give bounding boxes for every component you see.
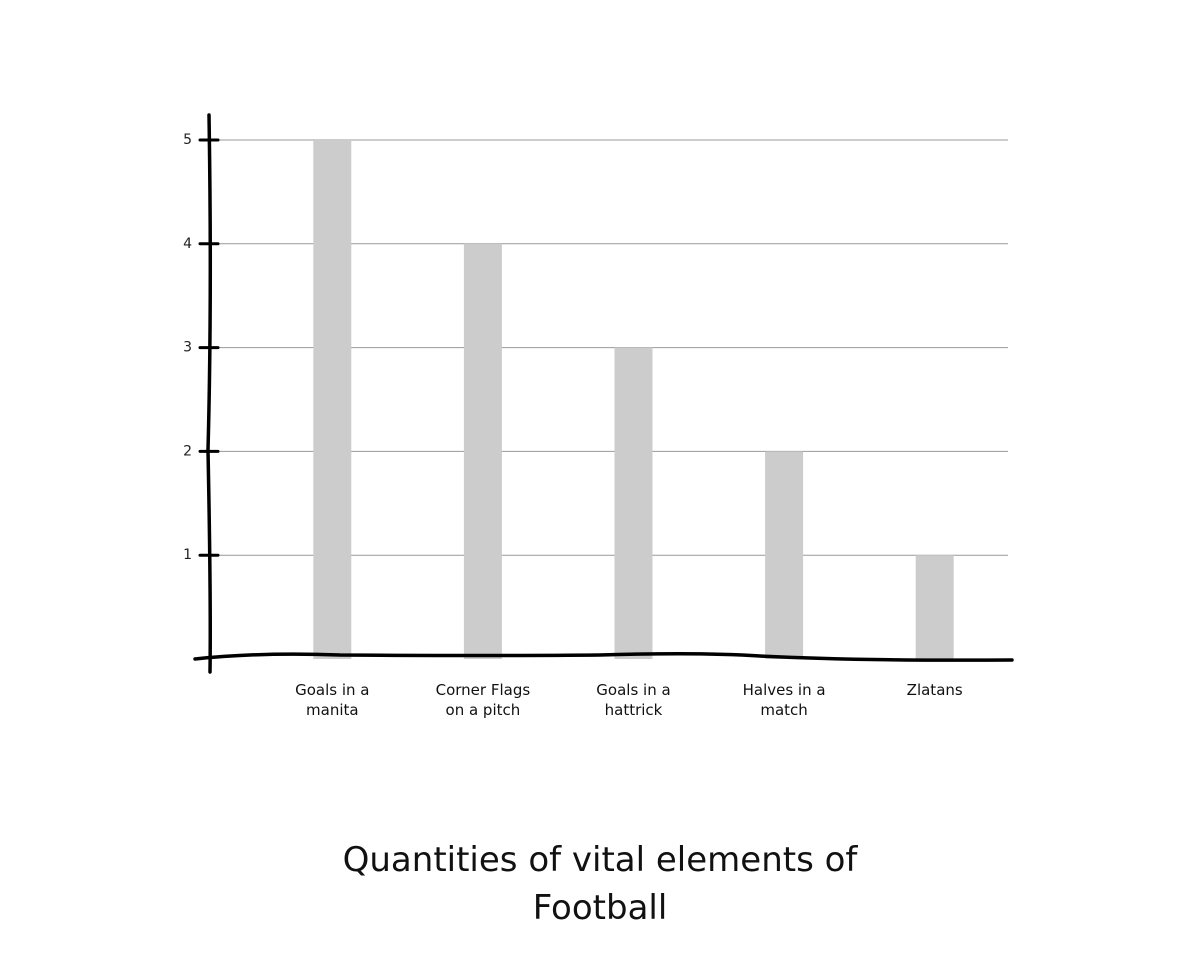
bar bbox=[614, 347, 653, 659]
y-tick-label: 3 bbox=[183, 340, 192, 356]
bar bbox=[313, 140, 352, 659]
y-tick-label: 5 bbox=[183, 132, 192, 148]
x-tick-label: Halves in a match bbox=[742, 681, 826, 719]
x-axis bbox=[193, 651, 1014, 662]
y-tick-label: 1 bbox=[183, 547, 192, 563]
x-tick-label: Goals in a hattrick bbox=[596, 681, 671, 719]
x-tick-label: Zlatans bbox=[906, 681, 963, 699]
bar bbox=[463, 243, 502, 660]
y-tick-label: 4 bbox=[183, 236, 192, 252]
x-tick-label: Corner Flags on a pitch bbox=[435, 681, 531, 719]
y-axis bbox=[206, 113, 213, 674]
x-tick-label: Goals in a manita bbox=[295, 681, 370, 719]
y-tick-label: 2 bbox=[183, 443, 192, 459]
bar bbox=[915, 555, 954, 659]
chart-title: Quantities of vital elements of Football bbox=[342, 840, 858, 928]
bar bbox=[765, 451, 804, 659]
